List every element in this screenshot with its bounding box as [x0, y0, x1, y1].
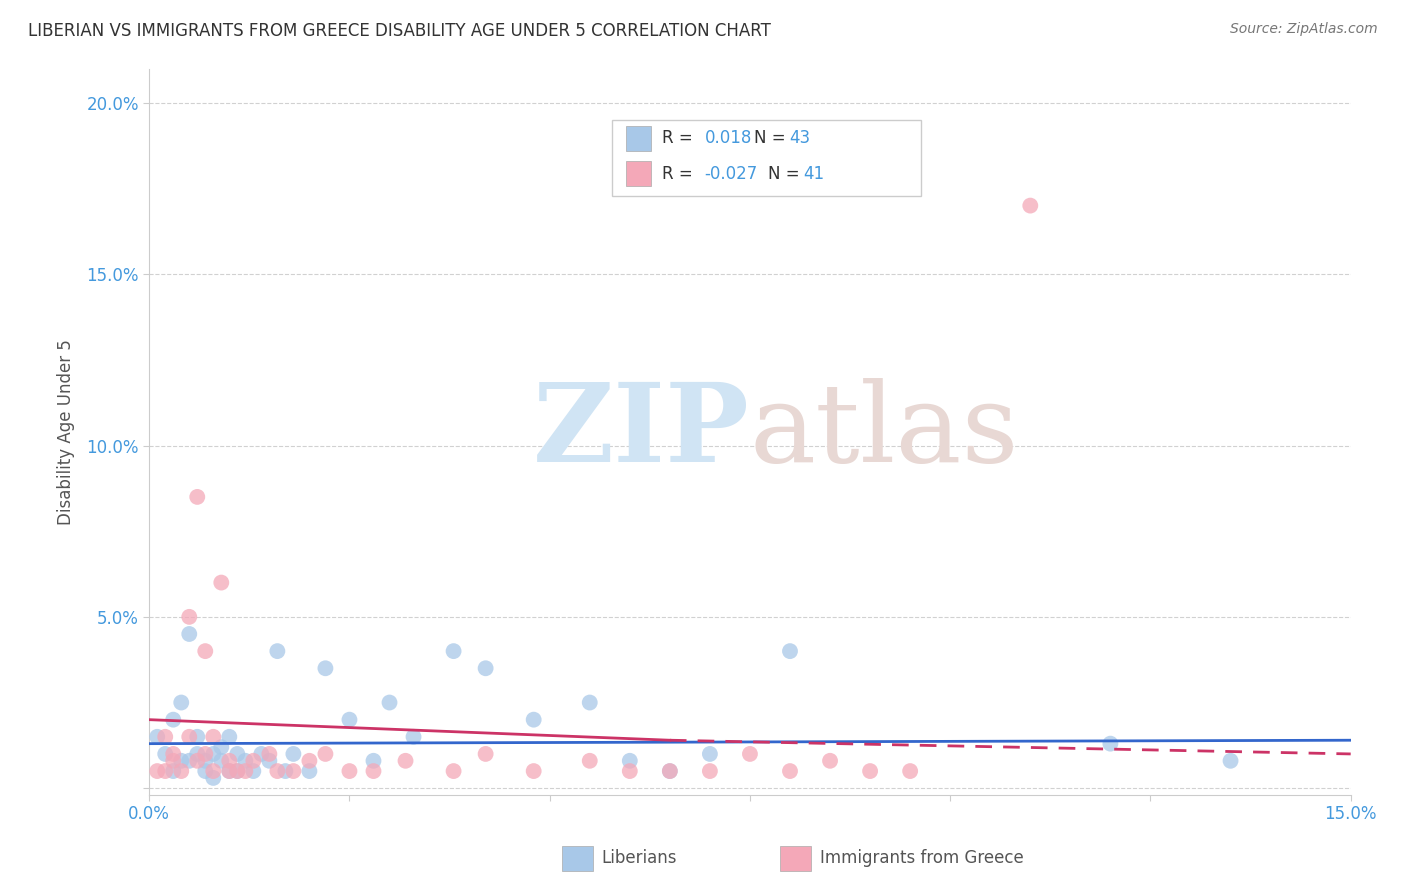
Point	[209, 740, 232, 755]
Point	[779, 644, 801, 658]
Point	[259, 747, 281, 761]
Point	[658, 764, 681, 778]
Point	[363, 764, 385, 778]
Point	[266, 764, 288, 778]
Point	[170, 764, 193, 778]
Point	[283, 747, 305, 761]
Point	[658, 764, 681, 778]
Point	[242, 764, 264, 778]
Point	[283, 764, 305, 778]
Point	[186, 754, 208, 768]
Point	[339, 764, 361, 778]
Text: R =: R =	[662, 129, 699, 147]
Point	[170, 754, 193, 768]
Text: Immigrants from Greece: Immigrants from Greece	[820, 849, 1024, 867]
Point	[226, 747, 249, 761]
Point	[266, 644, 288, 658]
Point	[202, 764, 225, 778]
Point	[779, 764, 801, 778]
Point	[226, 764, 249, 778]
Point	[186, 747, 208, 761]
Point	[202, 730, 225, 744]
Point	[250, 747, 273, 761]
Point	[298, 754, 321, 768]
Point	[179, 754, 201, 768]
Point	[209, 754, 232, 768]
Text: 43: 43	[789, 129, 810, 147]
Point	[314, 661, 336, 675]
Point	[474, 661, 496, 675]
Point	[1219, 754, 1241, 768]
Point	[859, 764, 882, 778]
Point	[162, 764, 184, 778]
Text: Source: ZipAtlas.com: Source: ZipAtlas.com	[1230, 22, 1378, 37]
Point	[218, 754, 240, 768]
Point	[179, 730, 201, 744]
Point	[578, 696, 600, 710]
Text: atlas: atlas	[749, 378, 1019, 485]
Point	[738, 747, 761, 761]
Point	[155, 764, 177, 778]
Point	[402, 730, 425, 744]
Text: 41: 41	[803, 165, 824, 183]
Point	[162, 747, 184, 761]
Point	[474, 747, 496, 761]
Point	[146, 764, 169, 778]
Point	[363, 754, 385, 768]
Text: 0.018: 0.018	[704, 129, 752, 147]
Point	[619, 754, 641, 768]
Point	[155, 747, 177, 761]
Point	[314, 747, 336, 761]
Text: LIBERIAN VS IMMIGRANTS FROM GREECE DISABILITY AGE UNDER 5 CORRELATION CHART: LIBERIAN VS IMMIGRANTS FROM GREECE DISAB…	[28, 22, 770, 40]
Point	[818, 754, 841, 768]
Point	[443, 764, 465, 778]
Point	[194, 644, 217, 658]
Point	[179, 610, 201, 624]
Point	[394, 754, 416, 768]
Text: -0.027: -0.027	[704, 165, 758, 183]
Point	[523, 713, 546, 727]
Point	[523, 764, 546, 778]
Point	[298, 764, 321, 778]
Point	[194, 747, 217, 761]
Point	[1019, 198, 1042, 212]
Text: N =: N =	[754, 129, 790, 147]
Text: ZIP: ZIP	[533, 378, 749, 485]
Point	[186, 490, 208, 504]
Point	[179, 627, 201, 641]
Point	[194, 754, 217, 768]
Point	[226, 764, 249, 778]
Point	[162, 754, 184, 768]
Point	[202, 747, 225, 761]
Point	[619, 764, 641, 778]
Point	[155, 730, 177, 744]
Point	[274, 764, 297, 778]
Point	[218, 730, 240, 744]
Text: N =: N =	[768, 165, 804, 183]
Point	[170, 696, 193, 710]
Point	[339, 713, 361, 727]
Point	[186, 730, 208, 744]
Point	[578, 754, 600, 768]
Text: Liberians: Liberians	[602, 849, 678, 867]
Point	[259, 754, 281, 768]
Point	[233, 764, 256, 778]
Point	[699, 764, 721, 778]
Point	[242, 754, 264, 768]
Point	[378, 696, 401, 710]
Point	[218, 764, 240, 778]
Point	[898, 764, 921, 778]
Point	[443, 644, 465, 658]
Point	[162, 713, 184, 727]
Point	[218, 764, 240, 778]
Point	[699, 747, 721, 761]
Point	[194, 764, 217, 778]
Point	[202, 771, 225, 785]
Point	[233, 754, 256, 768]
Text: R =: R =	[662, 165, 699, 183]
Point	[209, 575, 232, 590]
Point	[146, 730, 169, 744]
Y-axis label: Disability Age Under 5: Disability Age Under 5	[58, 339, 75, 524]
Point	[1099, 737, 1122, 751]
